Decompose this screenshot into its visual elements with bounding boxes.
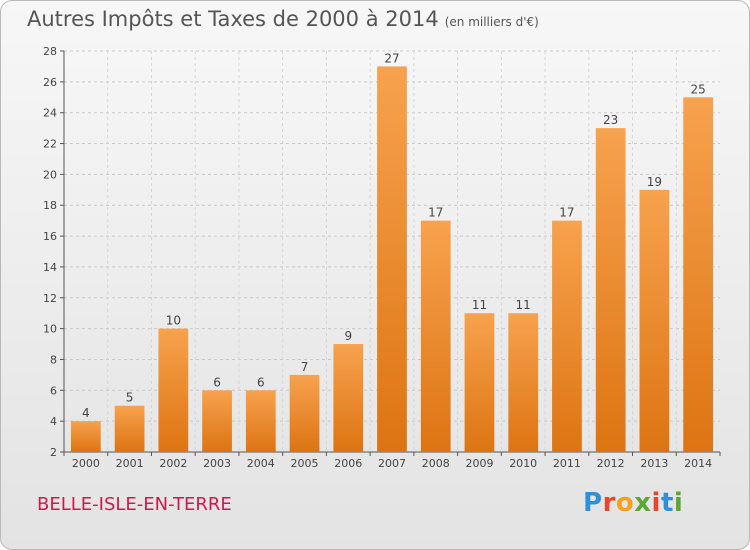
y-tick-label: 16 xyxy=(43,230,57,243)
bar xyxy=(158,328,189,452)
data-label: 6 xyxy=(257,375,265,389)
bar xyxy=(245,390,276,452)
x-tick-label: 2004 xyxy=(247,457,275,470)
data-label: 19 xyxy=(647,175,662,189)
data-label: 6 xyxy=(213,375,221,389)
y-tick-label: 4 xyxy=(50,415,57,428)
x-tick-label: 2010 xyxy=(509,457,537,470)
data-label: 7 xyxy=(301,360,309,374)
logo-letter: i xyxy=(651,488,661,518)
logo-letter: x xyxy=(634,488,652,518)
y-tick-label: 2 xyxy=(50,446,57,459)
bar xyxy=(464,313,495,452)
chart-title: Autres Impôts et Taxes de 2000 à 2014 (en… xyxy=(27,7,539,31)
x-tick-label: 2009 xyxy=(465,457,493,470)
data-label: 11 xyxy=(472,298,487,312)
place-name: BELLE-ISLE-EN-TERRE xyxy=(37,494,232,515)
bar xyxy=(683,97,714,453)
x-tick-label: 2014 xyxy=(684,457,712,470)
bar xyxy=(420,220,451,452)
y-tick-label: 28 xyxy=(43,45,57,58)
x-tick-label: 2006 xyxy=(334,457,362,470)
y-tick-label: 12 xyxy=(43,292,57,305)
logo-letter: r xyxy=(602,488,616,518)
x-tick-label: 2001 xyxy=(116,457,144,470)
logo-letter: P xyxy=(583,488,603,518)
y-tick-label: 10 xyxy=(43,323,57,336)
proxiti-logo[interactable]: Proxiti xyxy=(583,488,683,518)
data-label: 9 xyxy=(344,329,352,343)
x-tick-label: 2011 xyxy=(553,457,581,470)
y-tick-label: 22 xyxy=(43,138,57,151)
logo-letter: o xyxy=(615,488,635,518)
data-label: 25 xyxy=(690,82,705,96)
x-tick-label: 2013 xyxy=(640,457,668,470)
y-tick-label: 8 xyxy=(50,353,57,366)
bar xyxy=(639,189,670,453)
data-label: 10 xyxy=(166,314,181,328)
data-label: 5 xyxy=(126,391,134,405)
y-tick-label: 20 xyxy=(43,168,57,181)
y-tick-label: 18 xyxy=(43,199,57,212)
logo-letter: t xyxy=(660,488,674,518)
y-tick-label: 24 xyxy=(43,107,57,120)
bar xyxy=(377,66,407,452)
x-tick-label: 2000 xyxy=(72,457,100,470)
logo-letter: i xyxy=(673,488,684,518)
x-tick-label: 2003 xyxy=(203,457,231,470)
bar xyxy=(70,421,101,452)
data-label: 4 xyxy=(82,406,90,420)
data-label: 17 xyxy=(428,206,443,220)
bar xyxy=(114,405,145,452)
bar xyxy=(595,128,626,452)
data-label: 27 xyxy=(384,51,399,65)
bar xyxy=(289,374,320,452)
bars: 4 5 10 6 6 7 9 27 17 11 11 17 23 19 25 xyxy=(70,51,714,453)
bar xyxy=(508,313,539,452)
chart-title-text: Autres Impôts et Taxes de 2000 à 2014 xyxy=(27,7,439,31)
y-tick-label: 14 xyxy=(43,261,57,274)
bar xyxy=(333,344,364,452)
x-tick-label: 2008 xyxy=(422,457,450,470)
bar xyxy=(202,390,232,452)
y-tick-label: 26 xyxy=(43,76,57,89)
data-label: 17 xyxy=(559,206,574,220)
x-tick-label: 2012 xyxy=(597,457,625,470)
y-tick-label: 6 xyxy=(50,384,57,397)
x-tick-label: 2007 xyxy=(378,457,406,470)
bar xyxy=(552,220,582,452)
data-label: 11 xyxy=(516,298,531,312)
x-tick-label: 2005 xyxy=(291,457,319,470)
data-label: 23 xyxy=(603,113,618,127)
chart-unit: (en milliers d'€) xyxy=(444,15,539,29)
x-tick-label: 2002 xyxy=(159,457,187,470)
